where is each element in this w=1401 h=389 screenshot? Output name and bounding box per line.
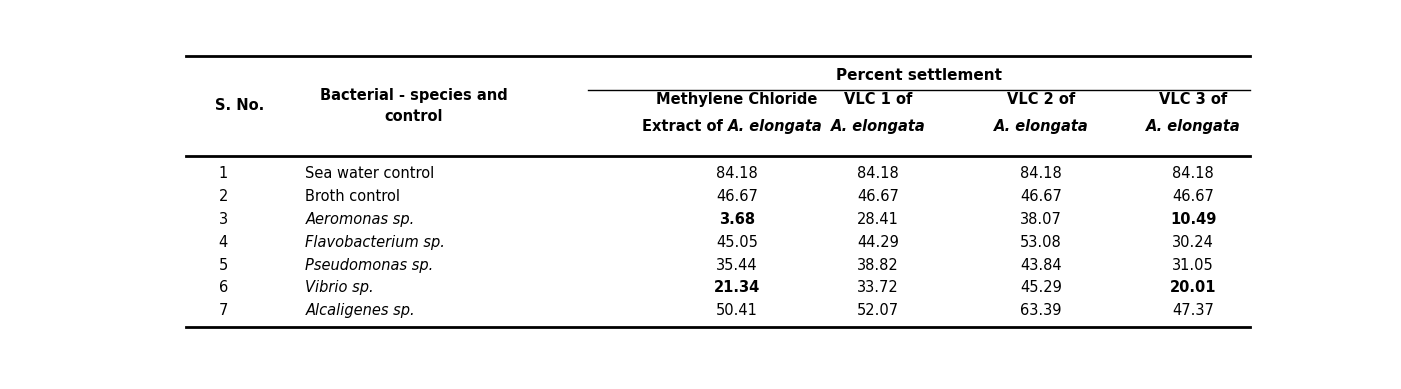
Text: 84.18: 84.18	[1173, 166, 1213, 182]
Text: Sea water control: Sea water control	[305, 166, 434, 182]
Text: VLC 2 of: VLC 2 of	[1007, 91, 1075, 107]
Text: A. elongata: A. elongata	[729, 119, 822, 133]
Text: 63.39: 63.39	[1020, 303, 1062, 318]
Text: Alcaligenes sp.: Alcaligenes sp.	[305, 303, 415, 318]
Text: 46.67: 46.67	[1173, 189, 1215, 204]
Text: 4: 4	[219, 235, 228, 250]
Text: 38.82: 38.82	[857, 258, 899, 273]
Text: VLC 3 of: VLC 3 of	[1159, 91, 1227, 107]
Text: 7: 7	[219, 303, 228, 318]
Text: Broth control: Broth control	[305, 189, 401, 204]
Text: 46.67: 46.67	[857, 189, 899, 204]
Text: 47.37: 47.37	[1173, 303, 1215, 318]
Text: Flavobacterium sp.: Flavobacterium sp.	[305, 235, 446, 250]
Text: 5: 5	[219, 258, 228, 273]
Text: 84.18: 84.18	[857, 166, 899, 182]
Text: Pseudomonas sp.: Pseudomonas sp.	[305, 258, 434, 273]
Text: 6: 6	[219, 280, 228, 295]
Text: 10.49: 10.49	[1170, 212, 1216, 227]
Text: 44.29: 44.29	[857, 235, 899, 250]
Text: 52.07: 52.07	[857, 303, 899, 318]
Text: A. elongata: A. elongata	[993, 119, 1089, 133]
Text: Aeromonas sp.: Aeromonas sp.	[305, 212, 415, 227]
Text: 84.18: 84.18	[1020, 166, 1062, 182]
Text: 84.18: 84.18	[716, 166, 758, 182]
Text: 21.34: 21.34	[715, 280, 761, 295]
Text: 33.72: 33.72	[857, 280, 899, 295]
Text: 20.01: 20.01	[1170, 280, 1216, 295]
Text: 53.08: 53.08	[1020, 235, 1062, 250]
Text: Methylene Chloride: Methylene Chloride	[656, 91, 818, 107]
Text: 45.29: 45.29	[1020, 280, 1062, 295]
Text: Percent settlement: Percent settlement	[836, 68, 1002, 82]
Text: 30.24: 30.24	[1173, 235, 1215, 250]
Text: 2: 2	[219, 189, 228, 204]
Text: 46.67: 46.67	[716, 189, 758, 204]
Text: 38.07: 38.07	[1020, 212, 1062, 227]
Text: Vibrio sp.: Vibrio sp.	[305, 280, 374, 295]
Text: 28.41: 28.41	[857, 212, 899, 227]
Text: 43.84: 43.84	[1020, 258, 1062, 273]
Text: Bacterial - species and
control: Bacterial - species and control	[319, 88, 509, 124]
Text: 46.67: 46.67	[1020, 189, 1062, 204]
Text: A. elongata: A. elongata	[831, 119, 926, 133]
Text: 1: 1	[219, 166, 228, 182]
Text: Extract of: Extract of	[642, 119, 729, 133]
Text: 31.05: 31.05	[1173, 258, 1213, 273]
Text: 3.68: 3.68	[719, 212, 755, 227]
Text: VLC 1 of: VLC 1 of	[843, 91, 912, 107]
Text: 45.05: 45.05	[716, 235, 758, 250]
Text: 50.41: 50.41	[716, 303, 758, 318]
Text: 35.44: 35.44	[716, 258, 758, 273]
Text: 3: 3	[219, 212, 228, 227]
Text: S. No.: S. No.	[216, 98, 265, 113]
Text: A. elongata: A. elongata	[1146, 119, 1240, 133]
